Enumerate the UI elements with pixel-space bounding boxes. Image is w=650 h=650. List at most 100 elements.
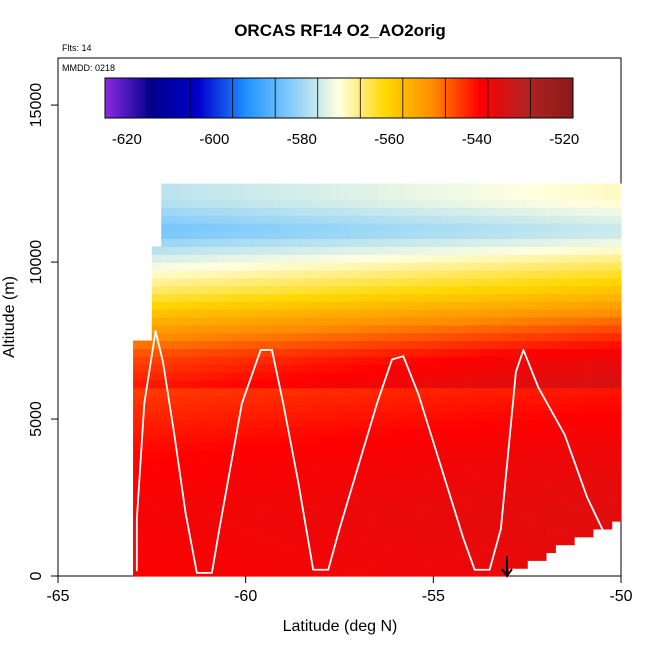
heatmap-cell: [273, 473, 284, 483]
heatmap-cell: [236, 222, 247, 232]
heatmap-cell: [367, 387, 378, 397]
heatmap-cell: [574, 332, 585, 342]
heatmap-cell: [423, 356, 434, 365]
heatmap-cell: [208, 371, 219, 381]
heatmap-cell: [489, 387, 500, 397]
heatmap-cell: [489, 505, 500, 514]
heatmap-cell: [339, 317, 350, 326]
heatmap-cell: [226, 183, 237, 193]
heatmap-cell: [161, 222, 172, 232]
heatmap-cell: [377, 434, 388, 444]
heatmap-cell: [377, 528, 388, 538]
heatmap-cell: [217, 411, 228, 420]
heatmap-cell: [386, 238, 397, 247]
heatmap-cell: [151, 419, 162, 428]
heatmap-cell: [499, 285, 509, 295]
heatmap-cell: [545, 371, 556, 381]
heatmap-cell: [226, 246, 237, 255]
heatmap-cell: [395, 568, 406, 577]
heatmap-cell: [283, 317, 294, 326]
heatmap-cell: [536, 191, 547, 200]
heatmap-cell: [151, 434, 162, 444]
heatmap-cell: [339, 309, 350, 318]
heatmap-cell: [377, 544, 388, 554]
heatmap-cell: [358, 222, 369, 232]
heatmap-cell: [564, 238, 575, 247]
heatmap-cell: [170, 356, 181, 365]
heatmap-cell: [264, 199, 275, 208]
heatmap-cell: [273, 364, 284, 373]
heatmap-cell: [273, 214, 284, 224]
heatmap-cell: [414, 199, 425, 208]
heatmap-cell: [133, 403, 144, 412]
heatmap-cell: [320, 497, 331, 506]
heatmap-cell: [592, 317, 603, 326]
heatmap-cell: [255, 528, 266, 538]
heatmap-cell: [517, 199, 528, 208]
heatmap-cell: [226, 262, 237, 271]
heatmap-cell: [386, 403, 397, 412]
heatmap-cell: [536, 285, 547, 295]
heatmap-cell: [592, 426, 603, 436]
heatmap-cell: [273, 411, 284, 420]
heatmap-cell: [461, 568, 472, 577]
heatmap-cell: [536, 356, 547, 365]
heatmap-cell: [311, 403, 322, 412]
heatmap-cell: [236, 426, 247, 436]
heatmap-cell: [236, 536, 247, 546]
heatmap-cell: [414, 348, 425, 357]
heatmap-cell: [423, 348, 434, 357]
heatmap-cell: [508, 481, 519, 491]
heatmap-cell: [189, 536, 200, 546]
heatmap-cell: [311, 371, 322, 381]
heatmap-cell: [592, 293, 603, 302]
heatmap-cell: [301, 254, 312, 263]
heatmap-cell: [245, 379, 256, 389]
heatmap-cell: [151, 262, 162, 271]
heatmap-cell: [320, 371, 331, 381]
heatmap-cell: [283, 419, 294, 428]
heatmap-cell: [395, 403, 406, 412]
heatmap-cell: [151, 473, 162, 483]
heatmap-cell: [358, 246, 369, 255]
heatmap-cell: [292, 497, 303, 506]
heatmap-cell: [189, 238, 200, 247]
heatmap-cell: [179, 222, 190, 232]
heatmap-cell: [320, 513, 331, 522]
heatmap-cell: [245, 309, 256, 318]
heatmap-cell: [236, 277, 247, 287]
heatmap-cell: [170, 230, 181, 240]
heatmap-cell: [489, 560, 500, 569]
heatmap-cell: [170, 364, 181, 373]
heatmap-cell: [536, 254, 547, 263]
heatmap-cell: [301, 364, 312, 373]
heatmap-cell: [583, 214, 594, 224]
heatmap-cell: [330, 505, 341, 514]
heatmap-cell: [602, 513, 613, 522]
heatmap-cell: [226, 419, 237, 428]
heatmap-cell: [245, 419, 256, 428]
heatmap-cell: [405, 214, 416, 224]
heatmap-cell: [461, 560, 472, 569]
heatmap-cell: [367, 222, 378, 232]
heatmap-cell: [414, 214, 425, 224]
heatmap-cell: [236, 324, 247, 334]
heatmap-cell: [377, 521, 388, 530]
heatmap-cell: [395, 332, 406, 342]
heatmap-cell: [508, 419, 519, 428]
heatmap-cell: [414, 262, 425, 271]
heatmap-cell: [592, 473, 603, 483]
heatmap-cell: [611, 238, 622, 247]
heatmap-cell: [320, 293, 331, 302]
heatmap-cell: [170, 199, 181, 208]
heatmap-cell: [301, 230, 312, 240]
heatmap-cell: [480, 489, 491, 499]
heatmap-cell: [339, 552, 350, 561]
heatmap-cell: [198, 262, 209, 271]
heatmap-cell: [536, 332, 547, 342]
heatmap-cell: [179, 340, 190, 349]
heatmap-cell: [423, 536, 434, 546]
heatmap-cell: [320, 348, 331, 357]
heatmap-cell: [245, 356, 256, 365]
heatmap-cell: [592, 458, 603, 467]
